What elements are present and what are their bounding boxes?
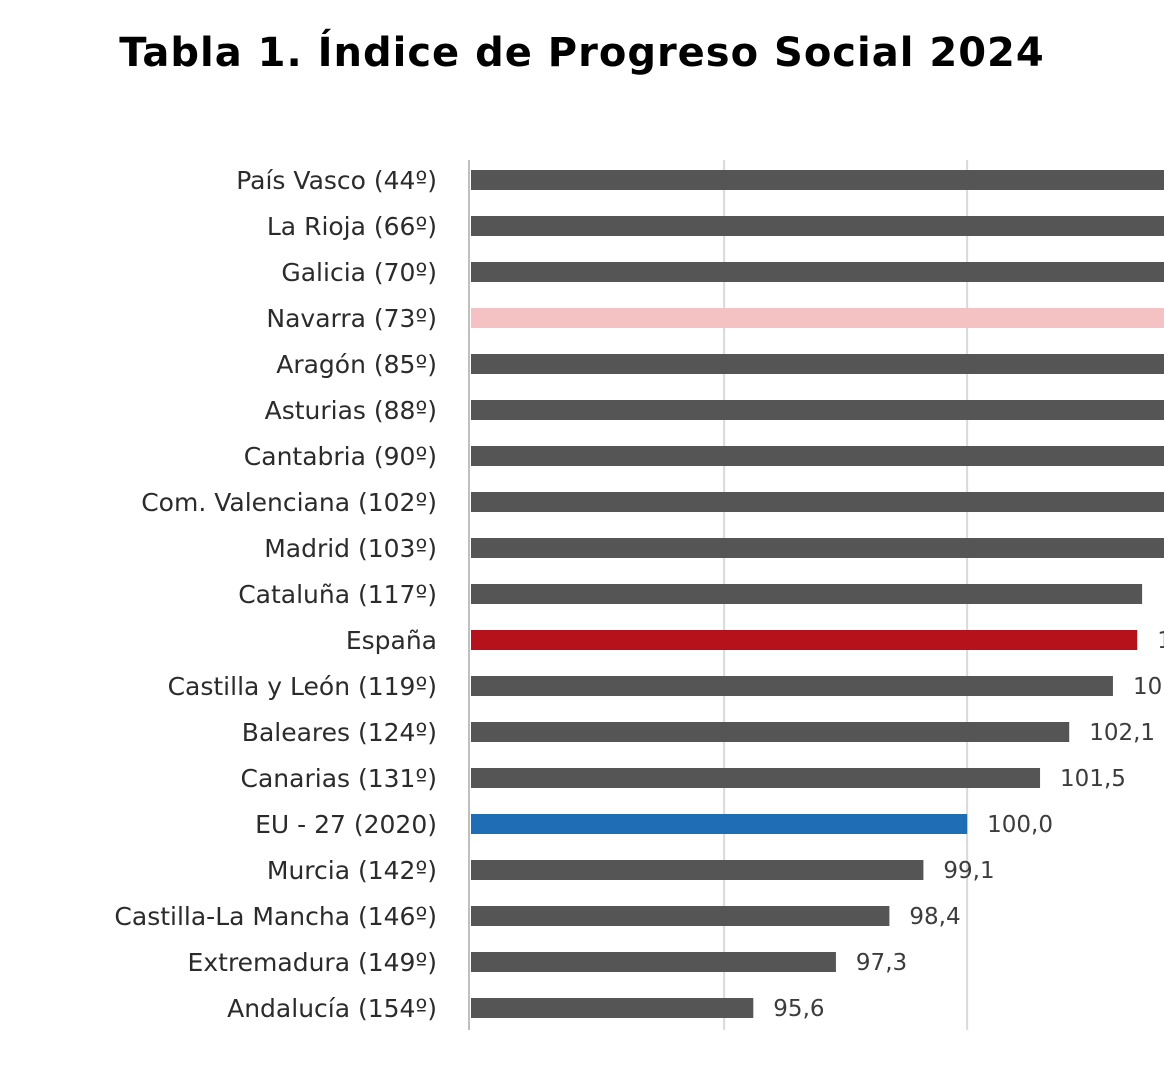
- category-label: Navarra (73º): [266, 304, 437, 333]
- page-title: Tabla 1. Índice de Progreso Social 2024: [119, 30, 1045, 76]
- bar: [471, 676, 1113, 696]
- value-labels: 113,5110,3109,9109,5108,6107,9107,8106,0…: [773, 582, 1164, 1022]
- category-label: Aragón (85º): [276, 350, 437, 379]
- data-label: 101,5: [1060, 766, 1126, 792]
- category-label: Asturias (88º): [265, 396, 437, 425]
- bar: [471, 952, 836, 972]
- bar: [471, 308, 1164, 328]
- data-label: 103,5: [1157, 628, 1164, 654]
- category-label: Com. Valenciana (102º): [141, 488, 437, 517]
- category-label: Extremadura (149º): [188, 948, 437, 977]
- bar: [471, 630, 1138, 650]
- category-labels: País Vasco (44º) La Rioja (66º) Galicia (7…: [114, 166, 437, 1023]
- category-label: País Vasco (44º): [236, 166, 437, 195]
- data-label: 102,1: [1089, 720, 1155, 746]
- data-label: 103,6: [1162, 582, 1164, 608]
- category-label: EU - 27 (2020): [255, 810, 437, 839]
- bar: [471, 722, 1070, 742]
- bar: [471, 584, 1143, 604]
- category-label: Madrid (103º): [264, 534, 437, 563]
- data-label: 103,0: [1133, 674, 1164, 700]
- category-label: Andalucía (154º): [227, 994, 437, 1023]
- category-label: Cataluña (117º): [238, 580, 437, 609]
- bar: [471, 354, 1164, 374]
- bar: [471, 906, 890, 926]
- category-label: Galicia (70º): [281, 258, 437, 287]
- data-label: 100,0: [987, 812, 1053, 838]
- category-label: Cantabria (90º): [244, 442, 437, 471]
- bar: [471, 400, 1164, 420]
- bar: [471, 216, 1164, 236]
- data-label: 97,3: [856, 950, 907, 976]
- category-label: España: [346, 626, 437, 655]
- category-label: Castilla-La Mancha (146º): [114, 902, 437, 931]
- data-label: 98,4: [909, 904, 960, 930]
- category-label: Canarias (131º): [241, 764, 437, 793]
- category-label: Castilla y León (119º): [168, 672, 437, 701]
- bar: [471, 170, 1164, 190]
- bar: [471, 262, 1164, 282]
- bars: [471, 170, 1164, 1018]
- bar: [471, 860, 924, 880]
- bar: [471, 768, 1041, 788]
- category-label: Baleares (124º): [242, 718, 437, 747]
- category-label: La Rioja (66º): [267, 212, 437, 241]
- data-label: 95,6: [773, 996, 824, 1022]
- bar: [471, 492, 1164, 512]
- bar: [471, 998, 754, 1018]
- category-label: Murcia (142º): [267, 856, 437, 885]
- bar: [471, 446, 1164, 466]
- bar: [471, 814, 968, 834]
- bar: [471, 538, 1164, 558]
- data-label: 99,1: [943, 858, 994, 884]
